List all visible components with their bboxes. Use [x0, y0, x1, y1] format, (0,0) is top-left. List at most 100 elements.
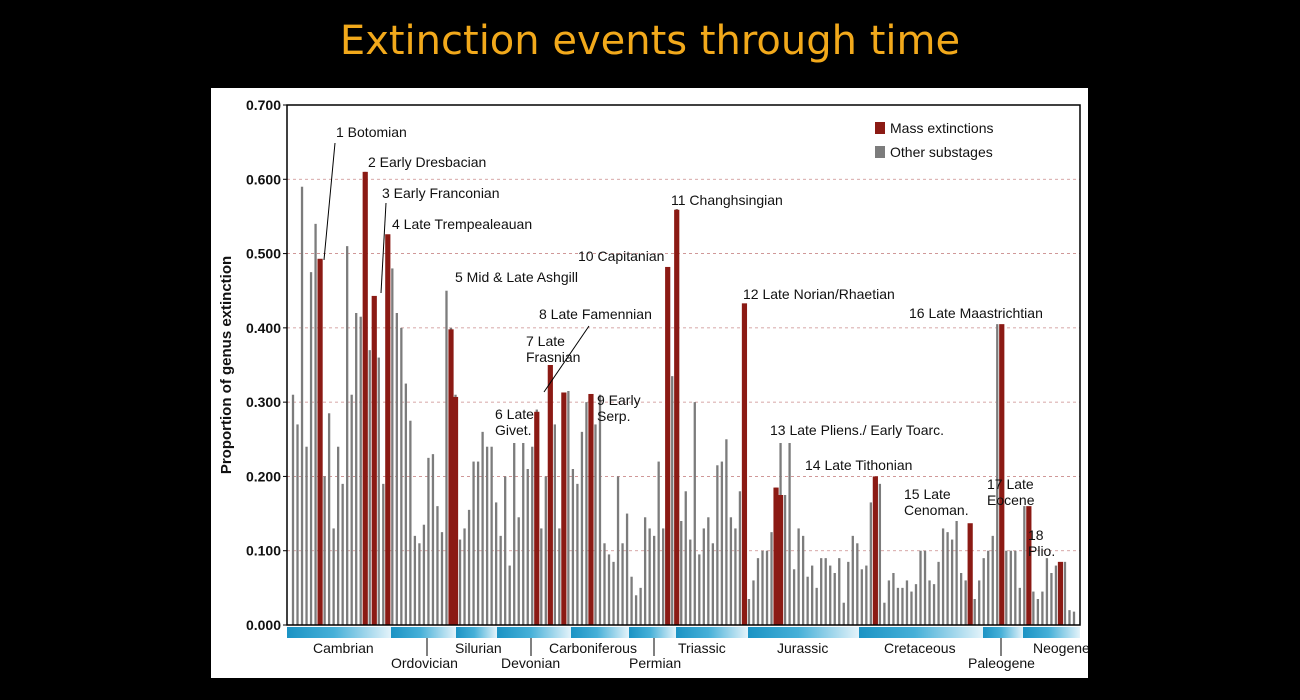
bar-other-substage [382, 483, 385, 625]
bar-other-substage [914, 584, 918, 625]
bar-other-substage [896, 587, 900, 625]
bar-other-substage [693, 402, 696, 625]
bar-mass-extinction [362, 171, 368, 625]
period-label: Cretaceous [884, 640, 956, 656]
bar-other-substage [801, 535, 805, 625]
bar-other-substage [350, 394, 353, 625]
bar-other-substage [585, 402, 588, 625]
bar-mass-extinction [561, 392, 567, 625]
bar-other-substage [1036, 599, 1040, 625]
annotation-label: 10 Capitanian [578, 248, 664, 264]
bar-other-substage [729, 517, 733, 625]
bar-other-substage [978, 580, 981, 625]
bar-other-substage [346, 246, 349, 625]
bar-other-substage [847, 561, 850, 625]
plot-frame [286, 104, 1081, 626]
bar-other-substage [431, 454, 435, 625]
bar-other-substage [495, 502, 498, 625]
bar-other-substage [860, 569, 863, 625]
bar-other-substage [544, 476, 547, 625]
legend-swatch [875, 122, 885, 134]
annotation-label: 3 Early Franconian [382, 185, 500, 201]
bar-other-substage [359, 316, 362, 625]
bar-other-substage [991, 535, 994, 625]
bar-other-substage [391, 268, 394, 625]
bar-other-substage [982, 558, 985, 625]
bar-other-substage [540, 528, 543, 625]
period-band [629, 627, 676, 638]
bar-other-substage [720, 461, 724, 625]
period-band [391, 627, 456, 638]
period-band [748, 627, 859, 638]
annotation-label: 5 Mid & Late Ashgill [455, 269, 578, 285]
bar-other-substage [680, 521, 683, 625]
bar-other-substage [869, 502, 872, 625]
bar-other-substage [959, 573, 963, 625]
extinction-chart: 0.000 0.100 0.200 0.300 0.400 0.500 0.600 0.700… [218, 97, 1088, 671]
bar-mass-extinction [448, 329, 454, 625]
bar-other-substage [332, 528, 335, 625]
bar-other-substage [928, 580, 931, 625]
bar-other-substage [765, 550, 769, 625]
bar-mass-extinction [777, 495, 784, 625]
bar-other-substage [580, 431, 584, 625]
bar-other-substage [341, 483, 344, 625]
bar-other-substage [1018, 587, 1021, 625]
bar-other-substage [747, 599, 751, 625]
bar-mass-extinction [1026, 506, 1032, 625]
bar-other-substage [481, 431, 484, 625]
bar-other-substage [594, 424, 597, 625]
bar-other-substage [436, 506, 439, 625]
bar-mass-extinction [674, 209, 680, 625]
annotation-label: 13 Late Pliens./ Early Toarc. [770, 422, 944, 438]
bar-mass-extinction [967, 523, 973, 625]
bar-other-substage [576, 483, 579, 625]
annotation-label: 11 Changhsingian [671, 192, 783, 208]
y-tick-label: 0.700 [246, 97, 281, 113]
bar-mass-extinction [452, 396, 459, 625]
bar-other-substage [300, 186, 304, 625]
bar-other-substage [806, 576, 809, 625]
bar-other-substage [472, 461, 475, 625]
bar-mass-extinction [317, 258, 323, 625]
bar-other-substage [1072, 611, 1076, 625]
period-label: Devonian [501, 655, 560, 671]
annotation-label: 17 Late Eocene [987, 476, 1035, 508]
bar-other-substage [824, 558, 827, 625]
annotation-label: 16 Late Maastrichtian [909, 305, 1043, 321]
bar-other-substage [305, 446, 308, 625]
bar-other-substage [567, 391, 570, 625]
bar-other-substage [738, 491, 742, 625]
bar-other-substage [463, 528, 466, 625]
bar-other-substage [458, 539, 462, 625]
period-label: Permian [629, 655, 681, 671]
bar-other-substage [522, 443, 525, 625]
bar-other-substage [621, 543, 624, 625]
bar-other-substage [919, 550, 922, 625]
period-band [676, 627, 748, 638]
bar-other-substage [648, 528, 651, 625]
bar-other-substage [1063, 561, 1067, 625]
bar-other-substage [643, 517, 647, 625]
bar-other-substage [413, 535, 417, 625]
bar-other-substage [811, 565, 814, 625]
bar-other-substage [878, 483, 882, 625]
legend-label: Mass extinctions [890, 120, 993, 136]
y-tick-label: 0.000 [246, 617, 281, 633]
bar-other-substage [725, 439, 728, 625]
bar-other-substage [689, 539, 692, 625]
bar-other-substage [504, 476, 507, 625]
bar-other-substage [296, 424, 299, 625]
annotation-label: 2 Early Dresbacian [368, 154, 486, 170]
bar-other-substage [409, 420, 412, 625]
bar-other-substage [440, 532, 444, 625]
bar-other-substage [427, 457, 430, 625]
bar-other-substage [987, 550, 990, 625]
bar-other-substage [395, 313, 398, 625]
bar-other-substage [756, 558, 760, 625]
bar-other-substage [865, 565, 868, 625]
bar-other-substage [467, 509, 471, 625]
bar-mass-extinction [1057, 561, 1064, 625]
bar-other-substage [698, 554, 701, 625]
bar-other-substage [662, 528, 665, 625]
